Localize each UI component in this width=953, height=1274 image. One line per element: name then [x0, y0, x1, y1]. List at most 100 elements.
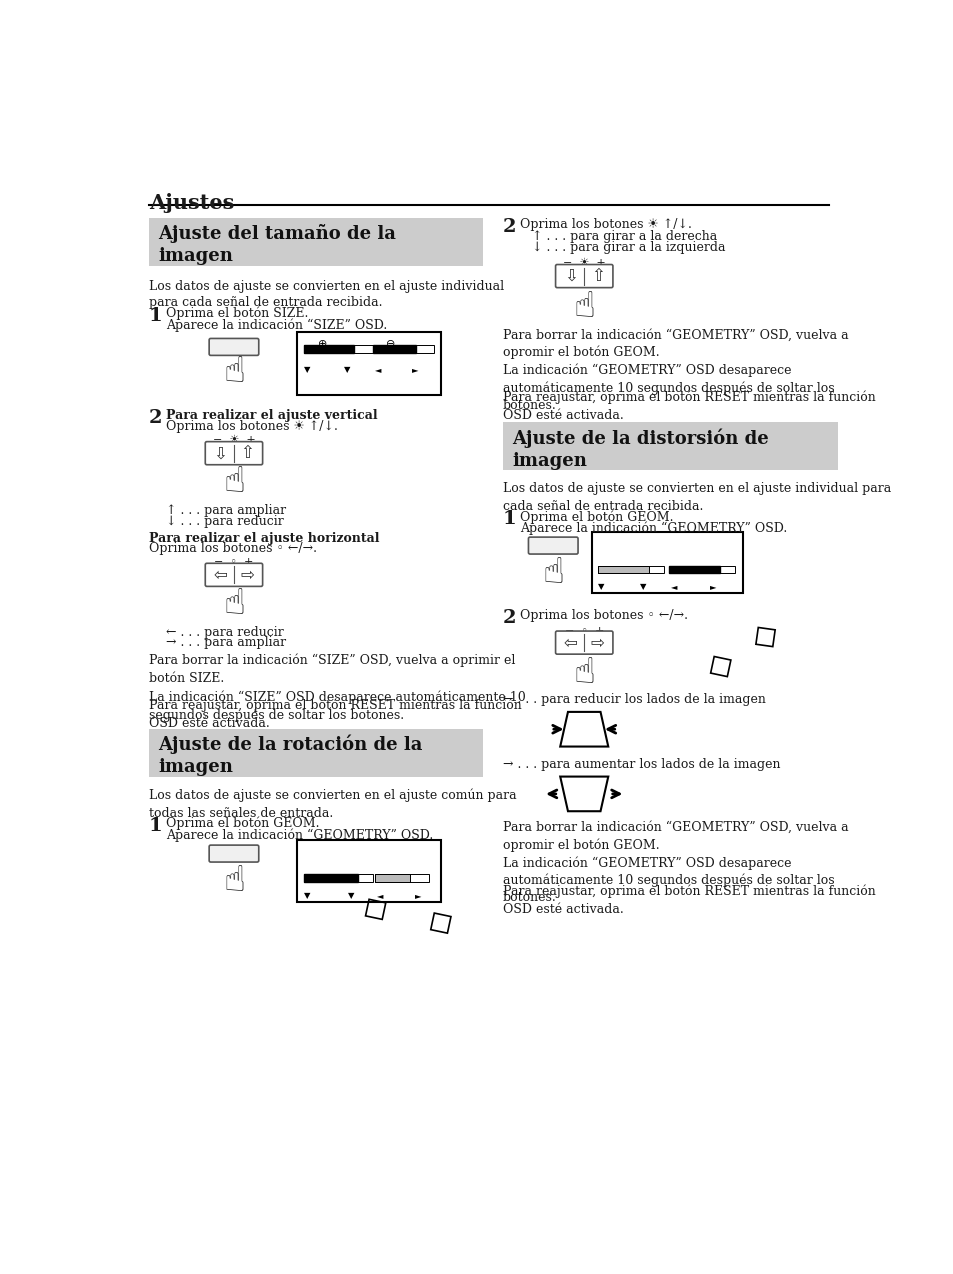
Text: −  ◦  +: − ◦ +	[214, 557, 253, 567]
Text: ↓ . . . para reducir: ↓ . . . para reducir	[166, 515, 283, 527]
Text: Para borrar la indicación “SIZE” OSD, vuelva a oprimir el
botón SIZE.
La indicac: Para borrar la indicación “SIZE” OSD, vu…	[149, 654, 525, 722]
Text: ⇨: ⇨	[240, 566, 254, 583]
Text: Ajustes: Ajustes	[149, 192, 233, 213]
Text: ▼: ▼	[348, 892, 354, 901]
Text: ← . . . para reducir los lados de la imagen: ← . . . para reducir los lados de la ima…	[502, 693, 765, 706]
Text: ▼: ▼	[303, 366, 310, 375]
Text: ↑ . . . para ampliar: ↑ . . . para ampliar	[166, 505, 286, 517]
Text: ►: ►	[709, 582, 716, 591]
Text: ☝: ☝	[223, 465, 245, 499]
Bar	[365, 899, 385, 920]
Bar	[297, 841, 440, 902]
Text: ☝: ☝	[223, 864, 245, 897]
Text: 2: 2	[149, 409, 162, 427]
Text: ↑ . . . para girar a la derecha: ↑ . . . para girar a la derecha	[532, 229, 717, 243]
Text: ☝: ☝	[573, 290, 595, 324]
Text: −  ◦  +: − ◦ +	[564, 626, 603, 636]
Bar	[303, 874, 373, 882]
Text: Para reajustar, oprima el botón RESET mientras la función
OSD esté activada.: Para reajustar, oprima el botón RESET mi…	[502, 390, 875, 422]
Bar	[149, 729, 483, 777]
Bar	[303, 345, 354, 353]
FancyBboxPatch shape	[205, 442, 262, 465]
Text: Ajuste del tamaño de la
imagen: Ajuste del tamaño de la imagen	[158, 224, 395, 265]
Bar	[502, 423, 837, 470]
Text: ►: ►	[415, 892, 421, 901]
Text: Para borrar la indicación “GEOMETRY” OSD, vuelva a
opromir el botón GEOM.
La ind: Para borrar la indicación “GEOMETRY” OSD…	[502, 329, 847, 412]
Text: Ajuste de la rotación de la
imagen: Ajuste de la rotación de la imagen	[158, 735, 422, 776]
Text: Para reajustar, oprima el botón RESET mientras la función
OSD esté activada.: Para reajustar, oprima el botón RESET mi…	[149, 698, 521, 730]
Text: Ajuste de la distorsión de
imagen: Ajuste de la distorsión de imagen	[512, 428, 768, 470]
Text: 1: 1	[149, 817, 162, 834]
Text: ☝: ☝	[223, 587, 245, 622]
Text: ← . . . para reducir: ← . . . para reducir	[166, 626, 283, 638]
Text: ▼: ▼	[598, 582, 604, 591]
Text: ☝: ☝	[223, 355, 245, 390]
Text: Para reajustar, oprima el botón RESET mientras la función
OSD esté activada.: Para reajustar, oprima el botón RESET mi…	[502, 884, 875, 916]
Bar	[598, 566, 663, 573]
Bar	[149, 218, 483, 266]
Text: Oprima los botones ◦ ←/→.: Oprima los botones ◦ ←/→.	[149, 543, 316, 555]
FancyBboxPatch shape	[209, 339, 258, 355]
Text: Oprima el botón SIZE.: Oprima el botón SIZE.	[166, 307, 308, 320]
Text: 1: 1	[149, 307, 162, 325]
Text: ↓ . . . para girar a la izquierda: ↓ . . . para girar a la izquierda	[532, 242, 725, 255]
Text: Oprima los botones ☀ ↑/↓.: Oprima los botones ☀ ↑/↓.	[166, 420, 337, 433]
Text: ☝: ☝	[573, 656, 595, 691]
Bar	[297, 331, 440, 395]
Text: ⇨: ⇨	[590, 633, 604, 651]
Text: ☝: ☝	[541, 555, 563, 590]
Text: ◄: ◄	[376, 892, 383, 901]
Bar	[592, 531, 742, 594]
FancyBboxPatch shape	[209, 845, 258, 862]
Text: ◄: ◄	[670, 582, 677, 591]
Text: ▼: ▼	[344, 366, 350, 375]
Text: −  ☀  +: − ☀ +	[562, 257, 605, 268]
Text: Oprima el botón GEOM.: Oprima el botón GEOM.	[519, 510, 673, 524]
Text: Aparece la indicación “GEOMETRY” OSD.: Aparece la indicación “GEOMETRY” OSD.	[166, 828, 433, 842]
Text: 1: 1	[502, 510, 517, 529]
Text: −  ☀  +: − ☀ +	[213, 434, 255, 445]
Bar	[303, 345, 373, 353]
Text: ⇩: ⇩	[563, 268, 577, 285]
Text: ⇧: ⇧	[590, 268, 604, 285]
Text: Aparece la indicación “GEOMETRY” OSD.: Aparece la indicación “GEOMETRY” OSD.	[519, 522, 786, 535]
Bar	[431, 913, 451, 933]
Text: ⊕: ⊕	[317, 339, 327, 349]
Text: ⇧: ⇧	[240, 445, 254, 462]
Bar	[598, 566, 648, 573]
Text: ⇩: ⇩	[213, 445, 227, 462]
Text: ⊖: ⊖	[385, 339, 395, 349]
Text: → . . . para ampliar: → . . . para ampliar	[166, 637, 286, 650]
Text: Aparece la indicación “SIZE” OSD.: Aparece la indicación “SIZE” OSD.	[166, 318, 387, 333]
Bar	[375, 874, 410, 882]
Bar	[303, 874, 357, 882]
Text: Para realizar el ajuste horizontal: Para realizar el ajuste horizontal	[149, 531, 378, 545]
Text: Oprima los botones ◦ ←/→.: Oprima los botones ◦ ←/→.	[519, 609, 687, 622]
Text: Para borrar la indicación “GEOMETRY” OSD, vuelva a
opromir el botón GEOM.
La ind: Para borrar la indicación “GEOMETRY” OSD…	[502, 822, 847, 905]
Bar	[755, 628, 775, 647]
Text: Oprima el botón GEOM.: Oprima el botón GEOM.	[166, 817, 319, 831]
Text: 2: 2	[502, 218, 516, 237]
Bar	[669, 566, 720, 573]
Text: Los datos de ajuste se convierten en el ajuste individual para
cada señal de ent: Los datos de ajuste se convierten en el …	[502, 483, 890, 513]
Bar	[710, 656, 730, 676]
Text: ⇦: ⇦	[213, 566, 227, 583]
Text: Para realizar el ajuste vertical: Para realizar el ajuste vertical	[166, 409, 377, 422]
FancyBboxPatch shape	[528, 538, 578, 554]
Bar	[375, 874, 429, 882]
Text: ◄: ◄	[375, 366, 381, 375]
Text: Oprima los botones ☀ ↑/↓.: Oprima los botones ☀ ↑/↓.	[519, 218, 691, 232]
Text: → . . . para aumentar los lados de la imagen: → . . . para aumentar los lados de la im…	[502, 758, 780, 771]
Text: Los datos de ajuste se convierten en el ajuste individual
para cada señal de ent: Los datos de ajuste se convierten en el …	[149, 280, 503, 308]
Bar	[373, 345, 434, 353]
Text: 2: 2	[502, 609, 516, 627]
FancyBboxPatch shape	[555, 265, 612, 288]
FancyBboxPatch shape	[555, 631, 612, 654]
Text: ⇦: ⇦	[563, 633, 577, 651]
Text: Los datos de ajuste se convierten en el ajuste común para
todas las señales de e: Los datos de ajuste se convierten en el …	[149, 789, 516, 820]
Text: ▼: ▼	[639, 582, 646, 591]
Bar	[669, 566, 735, 573]
Bar	[373, 345, 416, 353]
Text: ▼: ▼	[303, 892, 310, 901]
Text: ►: ►	[412, 366, 418, 375]
